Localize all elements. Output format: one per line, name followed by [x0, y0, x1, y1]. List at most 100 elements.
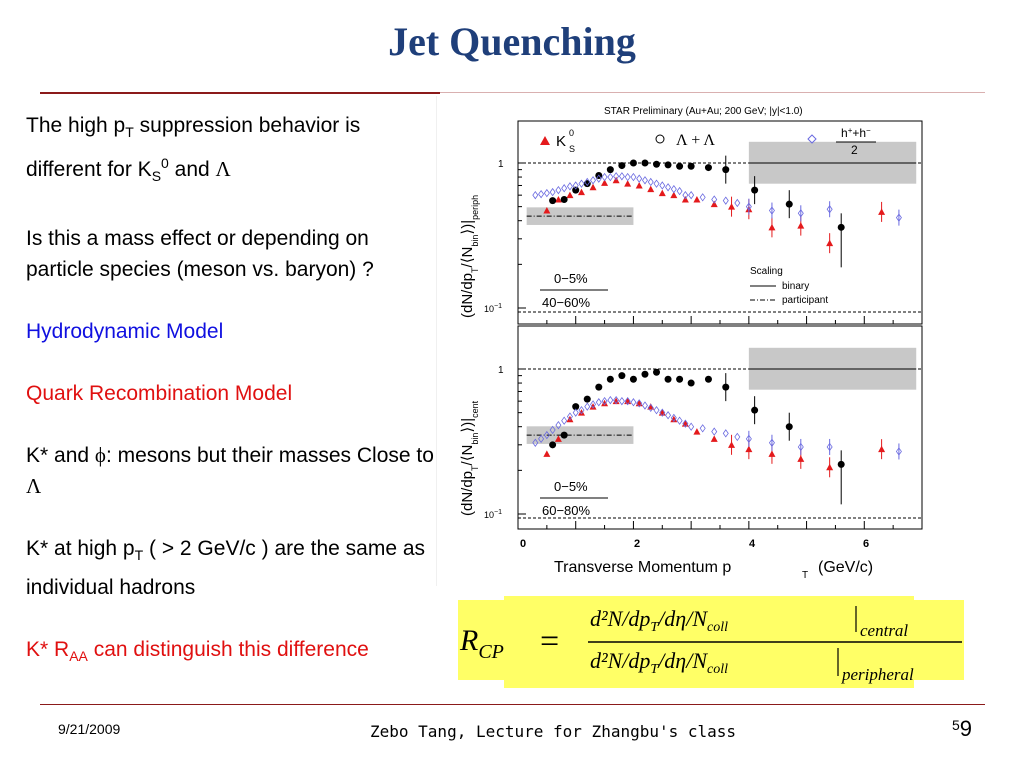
lambda-point	[704, 375, 712, 383]
hadron-point	[895, 213, 902, 222]
formula-lhs: RCP	[459, 624, 504, 663]
hadron-point	[532, 190, 539, 200]
title-divider	[40, 92, 440, 94]
k0s-point	[693, 196, 701, 203]
k0s-point	[566, 191, 574, 199]
lambda-point	[664, 375, 672, 383]
phi-symbol: ϕ	[94, 443, 106, 468]
text-sup: 0	[161, 155, 169, 172]
formula-num-coll: coll	[707, 620, 728, 635]
hadron-point	[676, 416, 683, 425]
k0s-point	[710, 200, 718, 208]
k0s-point	[693, 428, 701, 435]
legend-k0s-sup: 0	[569, 128, 574, 138]
lambda-point	[583, 180, 591, 188]
lambda-point	[618, 372, 626, 380]
lambda-point	[751, 186, 759, 194]
formula-denominator: d²N/dpT/dη/Ncoll	[590, 648, 728, 677]
k0s-point	[647, 403, 655, 410]
formula-num-sub: T	[650, 620, 659, 635]
ylabel-sub: bin	[470, 433, 480, 445]
k0s-point	[745, 445, 753, 453]
slide-number: 59	[952, 716, 972, 742]
scaling-binary: binary	[782, 281, 809, 292]
lambda-point	[653, 368, 661, 376]
hadron-point	[670, 413, 677, 423]
xtick-0: 0	[520, 538, 526, 550]
lambda-point	[722, 166, 730, 174]
k0s-point	[878, 445, 886, 453]
k0s-point	[612, 397, 620, 405]
lambda-point	[676, 375, 684, 383]
legend-h-denominator: 2	[851, 143, 858, 157]
ylabel-sub: cent	[470, 400, 480, 418]
hadron-point	[630, 172, 637, 182]
k0s-point	[797, 455, 805, 462]
legend-h-sup2: −	[866, 126, 871, 135]
hadron-point	[618, 396, 625, 406]
bullet-kstar-highpt: K* at high pT ( > 2 GeV/c ) are the same…	[26, 533, 436, 602]
title-divider-light	[440, 92, 985, 93]
top-ytick-1: 1	[498, 159, 504, 170]
hadron-point	[734, 198, 741, 208]
hadron-point	[613, 172, 620, 181]
scaling-title: Scaling	[750, 266, 783, 277]
lambda-point	[687, 379, 695, 387]
top-peripheral-label: 40−60%	[542, 295, 591, 310]
formula-num-text: d²N/dp	[590, 606, 650, 631]
hadron-point	[636, 174, 643, 183]
hadron-point	[641, 176, 648, 185]
text-run: can distinguish this difference	[87, 637, 369, 661]
panel-bottom	[517, 325, 923, 530]
xtick-6: 6	[863, 538, 869, 550]
hadron-point	[653, 405, 660, 415]
k0s-point	[589, 403, 597, 410]
ylabel-part: /⟨N	[459, 247, 476, 268]
lambda-point	[606, 166, 614, 174]
ylabel-part: (dN/dp	[459, 273, 476, 318]
formula-lhs-sub: CP	[478, 641, 504, 663]
text-run: and	[168, 158, 216, 182]
legend-diamond-icon	[807, 134, 817, 144]
k0s-point	[670, 415, 678, 423]
k0s-point	[670, 191, 678, 199]
x-axis-label-sub: T	[802, 570, 808, 581]
hadron-point	[768, 206, 775, 215]
legend-h-text2: +h	[852, 126, 866, 140]
text-run: ( > 2 GeV/c ) are the same as individual…	[26, 537, 426, 599]
hadron-point	[566, 412, 573, 421]
k0s-point	[658, 189, 666, 197]
lambda-point	[606, 375, 614, 383]
top-y-axis-label: (dN/dpT/⟨Nbin⟩)|periph	[459, 195, 480, 318]
hadron-point	[665, 411, 672, 420]
hadron-point	[682, 419, 689, 428]
hadron-point	[584, 402, 591, 411]
k0s-point	[728, 441, 736, 448]
lambda-point	[560, 196, 568, 204]
formula-numerator: d²N/dpT/dη/Ncoll	[590, 606, 728, 635]
k0s-point	[635, 181, 643, 189]
text-sub: T	[125, 124, 134, 141]
legend-lambda: Λ + Λ	[676, 132, 715, 149]
ytick-sup: −1	[494, 509, 502, 516]
lambda-point	[653, 160, 661, 168]
bullet-mass-effect: Is this a mass effect or depending on pa…	[26, 227, 374, 282]
hadron-point	[572, 181, 579, 190]
bottom-ytick-1: 1	[498, 365, 504, 376]
hadron-point	[630, 398, 637, 407]
text-sub: T	[134, 547, 144, 564]
bullet-kstar-phi: K* and ϕ: mesons but their masses Close …	[26, 440, 436, 502]
bottom-ytick-01: 10−1	[484, 509, 502, 520]
lambda-point	[837, 223, 845, 231]
lambda-point	[785, 423, 793, 431]
k0s-point	[826, 239, 834, 247]
formula-den-sub: T	[650, 662, 659, 677]
hadron-point	[549, 187, 556, 197]
hadron-point	[578, 179, 585, 188]
formula-den-peripheral: peripheral	[841, 665, 914, 684]
hadron-point	[745, 202, 752, 211]
legend-h-text: h	[841, 126, 848, 140]
hadron-point	[722, 196, 729, 205]
hadron-point	[555, 185, 562, 195]
lambda-point	[785, 200, 793, 208]
